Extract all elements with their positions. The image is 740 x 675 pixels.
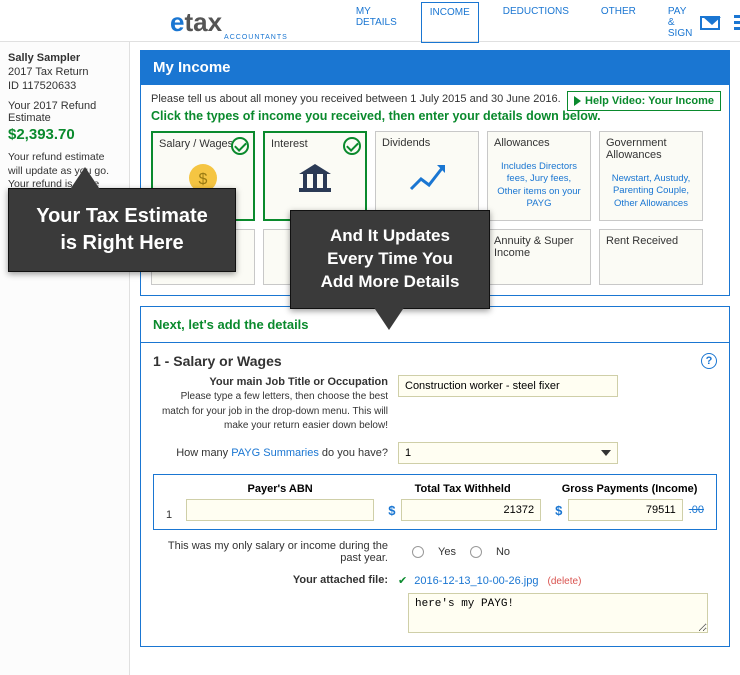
bank-icon xyxy=(271,158,359,198)
payg-count-value: 1 xyxy=(405,447,411,459)
estimate-amount: $2,393.70 xyxy=(8,126,121,143)
payg-summaries-link[interactable]: PAYG Summaries xyxy=(231,447,319,459)
check-icon xyxy=(343,137,361,155)
income-type-row-1: Salary / Wages $ Interest Dividends xyxy=(151,131,719,221)
nav-income[interactable]: INCOME xyxy=(421,2,479,43)
radio-no[interactable] xyxy=(470,546,482,558)
user-id: ID 117520633 xyxy=(8,80,121,92)
col-gross-header: Gross Payments (Income) xyxy=(551,483,708,495)
logo-sub: ACCOUNTANTS xyxy=(224,34,288,41)
tax-withheld-input[interactable] xyxy=(401,499,541,521)
play-icon xyxy=(574,96,581,106)
type-sub: Newstart, Austudy, Parenting Couple, Oth… xyxy=(606,173,696,210)
type-annuity-super[interactable]: Annuity & Super Income xyxy=(487,229,591,285)
row-index: 1 xyxy=(162,509,176,521)
salary-heading: 1 - Salary or Wages ? xyxy=(153,353,717,369)
logo-e: e xyxy=(170,7,184,38)
mail-icon[interactable] xyxy=(700,16,720,30)
nav-deductions[interactable]: DEDUCTIONS xyxy=(495,2,577,43)
attachment-note-input[interactable] xyxy=(408,593,708,633)
abn-input[interactable] xyxy=(186,499,374,521)
salary-details-panel: 1 - Salary or Wages ? Your main Job Titl… xyxy=(140,343,730,647)
panel-title: My Income xyxy=(140,50,730,85)
payg-q-post: do you have? xyxy=(319,447,388,459)
type-title: Allowances xyxy=(494,137,584,149)
next-section-header: Next, let's add the details xyxy=(140,306,730,343)
cents-suffix: .00 xyxy=(685,504,708,516)
estimate-label: Your 2017 Refund Estimate xyxy=(8,100,121,124)
gross-input[interactable] xyxy=(568,499,682,521)
tooltip-updates: And It Updates Every Time You Add More D… xyxy=(290,210,490,309)
type-gov-allowances[interactable]: Government Allowances Newstart, Austudy,… xyxy=(599,131,703,221)
chevron-down-icon xyxy=(601,450,611,456)
logo: e tax ACCOUNTANTS xyxy=(170,7,288,38)
job-title-help: Please type a few letters, then choose t… xyxy=(162,391,388,431)
nav-my-details[interactable]: MY DETAILS xyxy=(348,2,405,43)
tooltip-estimate: Your Tax Estimate is Right Here xyxy=(8,188,236,272)
check-icon xyxy=(231,137,249,155)
delete-file-link[interactable]: (delete) xyxy=(548,576,582,587)
top-bar: e tax ACCOUNTANTS MY DETAILS INCOME DEDU… xyxy=(0,0,740,42)
nav-pay-sign[interactable]: PAY & SIGN xyxy=(660,2,700,43)
payg-count-select[interactable]: 1 xyxy=(398,442,618,464)
nav-other[interactable]: OTHER xyxy=(593,2,644,43)
currency-symbol: $ xyxy=(384,503,399,518)
radio-yes-label: Yes xyxy=(438,546,456,558)
check-icon: ✔ xyxy=(398,575,407,587)
type-dividends[interactable]: Dividends xyxy=(375,131,479,221)
job-title-label: Your main Job Title or Occupation xyxy=(209,376,388,388)
chart-up-icon xyxy=(382,157,472,197)
type-title: Rent Received xyxy=(606,235,696,247)
job-title-input[interactable] xyxy=(398,375,618,397)
only-salary-question: This was my only salary or income during… xyxy=(153,540,398,564)
type-title: Dividends xyxy=(382,137,472,149)
sidebar: Sally Sampler 2017 Tax Return ID 1175206… xyxy=(0,42,130,675)
payg-summary-row: 1 Payer's ABN Total Tax Withheld $ Gross… xyxy=(153,474,717,530)
nav-tabs: MY DETAILS INCOME DEDUCTIONS OTHER PAY &… xyxy=(348,2,701,43)
salary-heading-text: 1 - Salary or Wages xyxy=(153,353,282,369)
col-tax-header: Total Tax Withheld xyxy=(384,483,541,495)
attached-label: Your attached file: xyxy=(153,574,398,587)
svg-text:$: $ xyxy=(199,171,208,188)
logo-tax: tax xyxy=(184,7,222,38)
help-video-button[interactable]: Help Video: Your Income xyxy=(567,91,721,111)
user-name: Sally Sampler xyxy=(8,52,121,64)
type-sub: Includes Directors fees, Jury fees, Othe… xyxy=(494,161,584,210)
main-content: My Income Help Video: Your Income Please… xyxy=(130,42,740,675)
type-allowances[interactable]: Allowances Includes Directors fees, Jury… xyxy=(487,131,591,221)
radio-yes[interactable] xyxy=(412,546,424,558)
type-rent-received[interactable]: Rent Received xyxy=(599,229,703,285)
col-abn-header: Payer's ABN xyxy=(186,483,374,495)
help-video-label: Help Video: Your Income xyxy=(585,95,714,107)
help-icon[interactable]: ? xyxy=(701,353,717,369)
attached-file-link[interactable]: 2016-12-13_10-00-26.jpg xyxy=(414,575,538,587)
currency-symbol: $ xyxy=(551,503,566,518)
radio-no-label: No xyxy=(496,546,510,558)
menu-icon[interactable] xyxy=(734,15,740,30)
return-year: 2017 Tax Return xyxy=(8,66,121,78)
payg-q-pre: How many xyxy=(176,447,231,459)
type-title: Government Allowances xyxy=(606,137,696,161)
type-interest[interactable]: Interest xyxy=(263,131,367,221)
type-title: Annuity & Super Income xyxy=(494,235,584,259)
instruction-text: Click the types of income you received, … xyxy=(151,109,719,123)
